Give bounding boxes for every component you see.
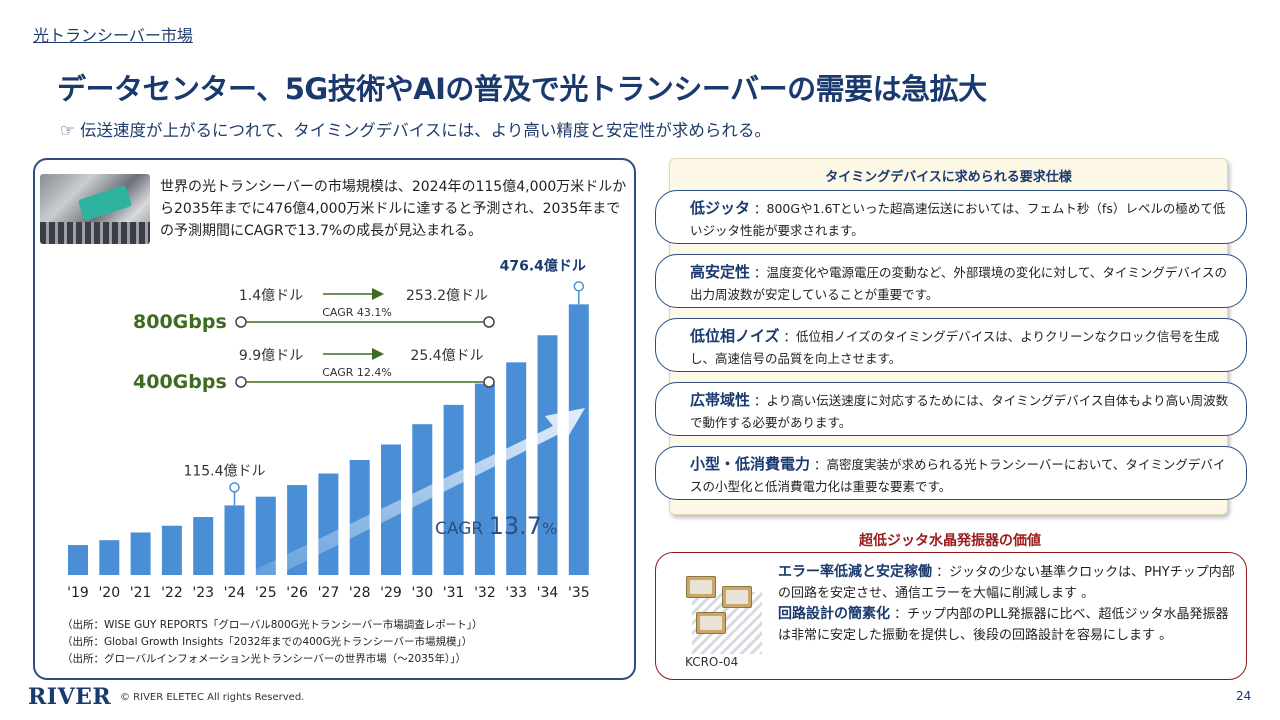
bar-'31 [443, 404, 464, 575]
bar-'19 [68, 545, 88, 575]
bar-'20 [99, 540, 120, 575]
section-label: 光トランシーバー市場 [33, 26, 193, 45]
marker-2035 [573, 281, 585, 292]
bar-'28 [349, 459, 370, 575]
spec-text: ：温度変化や電源電圧の変動など、外部環境の変化に対して、タイミングデバイスの出力… [690, 265, 1228, 302]
segment-from-value: 1.4億ドル [239, 288, 303, 304]
segment-start-dot [235, 316, 247, 328]
spec-text: ：低位相ノイズのタイミングデバイスは、よりクリーンなクロック信号を生成し、高速信… [690, 329, 1220, 366]
marker-2024 [229, 482, 240, 493]
value-desc: ：ジッタの少ない基準クロックは、PHYチップ内部の回路を安定させ、通信エラーを大… [778, 565, 1235, 601]
value-item: エラー率低減と安定稼働 ：ジッタの少ない基準クロックは、PHYチップ内部の回路を… [778, 562, 1238, 604]
cagr-label: CAGR 13.7% [435, 512, 557, 540]
bar-'22 [161, 525, 182, 575]
spec-term: 小型・低消費電力 [690, 455, 811, 473]
x-tick-label: '32 [474, 585, 496, 601]
copyright: © RIVER ELETEC All rights Reserved. [120, 692, 305, 703]
bar-'32 [474, 383, 495, 575]
x-tick-label: '19 [67, 585, 89, 601]
x-tick-label: '33 [505, 585, 527, 601]
x-tick-label: '23 [192, 585, 214, 601]
segment-cagr: CAGR 43.1% [322, 306, 392, 319]
bar-'34 [537, 335, 558, 575]
page-subtitle: ☞ 伝送速度が上がるにつれて、タイミングデバイスには、より高い精度と安定性が求め… [60, 121, 771, 140]
x-tick-label: '31 [443, 585, 465, 601]
page-title: データセンター、5G技術やAIの普及で光トランシーバーの需要は急拡大 [57, 72, 987, 106]
bar-'25 [255, 496, 276, 575]
x-tick-label: '29 [380, 585, 402, 601]
growth-arrow [238, 408, 585, 590]
segment-label: 800Gbps [133, 311, 227, 333]
value-term: 回路設計の簡素化 [778, 606, 890, 622]
transceiver-photo [40, 174, 150, 244]
bar-'21 [130, 532, 151, 575]
market-panel [33, 158, 636, 680]
bar-'33 [506, 362, 527, 575]
bar-'27 [318, 473, 339, 575]
spec-text: ：高密度実装が求められる光トランシーバーにおいて、タイミングデバイスの小型化と低… [690, 457, 1226, 494]
segment-start-dot [235, 376, 247, 388]
x-tick-label: '34 [537, 585, 559, 601]
spec-item-wideband: 広帯域性 ：より高い伝送速度に対応するためには、タイミングデバイス自体もより高い… [655, 382, 1247, 436]
spec-term: 低ジッタ [690, 199, 751, 217]
value-item: 回路設計の簡素化 ：チップ内部のPLL発振器に比べ、超低ジッタ水晶発振器は非常に… [778, 604, 1238, 646]
value-desc: ：チップ内部のPLL発振器に比べ、超低ジッタ水晶発振器は非常に安定した振動を提供… [778, 607, 1229, 643]
market-description: 世界の光トランシーバーの市場規模は、2024年の115億4,000万米ドルから2… [160, 179, 627, 239]
spec-item-small-low-power: 小型・低消費電力 ：高密度実装が求められる光トランシーバーにおいて、タイミングデ… [655, 446, 1247, 500]
product-label: KCRO-04 [685, 655, 739, 669]
value-label-2035: 476.4億ドル [500, 257, 586, 274]
spec-item-low-phase-noise: 低位相ノイズ ：低位相ノイズのタイミングデバイスは、よりクリーンなクロック信号を… [655, 318, 1247, 372]
spec-item-low-jitter: 低ジッタ ：800Gや1.6Tといった超高速伝送においては、フェムト秒（fs）レ… [655, 190, 1247, 244]
source-line: （出所：WISE GUY REPORTS「グローバル800G光トランシーバー市場… [62, 619, 483, 631]
x-tick-label: '26 [286, 585, 308, 601]
bar-'23 [193, 517, 214, 575]
x-tick-label: '25 [255, 585, 277, 601]
value-title: 超低ジッタ水晶発振器の価値 [859, 533, 1041, 549]
x-tick-label: '28 [349, 585, 371, 601]
value-text: エラー率低減と安定稼働 ：ジッタの少ない基準クロックは、PHYチップ内部の回路を… [778, 562, 1238, 646]
spec-term: 広帯域性 [690, 391, 751, 409]
segment-to-value: 253.2億ドル [406, 288, 488, 304]
x-tick-label: '22 [161, 585, 183, 601]
segment-label: 400Gbps [133, 371, 227, 393]
segment-end-dot [483, 376, 495, 388]
sources: （出所：WISE GUY REPORTS「グローバル800G光トランシーバー市場… [62, 617, 483, 668]
segment-cagr: CAGR 12.4% [322, 366, 392, 379]
source-line: （出所：グローバルインフォメーション光トランシーバーの世界市場（～2035年）」… [62, 653, 466, 665]
spec-title: タイミングデバイスに求められる要求仕様 [825, 170, 1072, 185]
spec-item-high-stability: 高安定性 ：温度変化や電源電圧の変動など、外部環境の変化に対して、タイミングデバ… [655, 254, 1247, 308]
market-size-chart: '19 '20 '21 '22 '23 '24 '25 '26 '27 '28 '29 '30 '31 '… [67, 257, 590, 601]
river-logo: RIVER [28, 684, 112, 710]
bar-'35 [568, 304, 589, 575]
bar-'24 [224, 505, 245, 575]
x-tick-label: '35 [568, 585, 590, 601]
page-number: 24 [1236, 689, 1252, 703]
spec-term: 低位相ノイズ [690, 327, 780, 345]
x-tick-label: '20 [98, 585, 120, 601]
segment-to-value: 25.4億ドル [410, 348, 483, 364]
value-term: エラー率低減と安定稼働 [778, 564, 932, 580]
source-line: （出所：Global Growth Insights「2032年までの400G光… [62, 636, 473, 648]
spec-text: ：800Gや1.6Tといった超高速伝送においては、フェムト秒（fs）レベルの極め… [690, 201, 1226, 238]
segment-from-value: 9.9億ドル [239, 348, 303, 364]
value-label-2024: 115.4億ドル [183, 463, 265, 479]
x-tick-label: '30 [411, 585, 433, 601]
spec-text: ：より高い伝送速度に対応するためには、タイミングデバイス自体もより高い周波数で動… [690, 393, 1229, 430]
x-tick-label: '27 [318, 585, 340, 601]
x-tick-label: '24 [224, 585, 246, 601]
segment-end-dot [483, 316, 495, 328]
crystal-oscillator-image [682, 562, 762, 654]
spec-term: 高安定性 [690, 263, 751, 281]
x-tick-label: '21 [130, 585, 152, 601]
